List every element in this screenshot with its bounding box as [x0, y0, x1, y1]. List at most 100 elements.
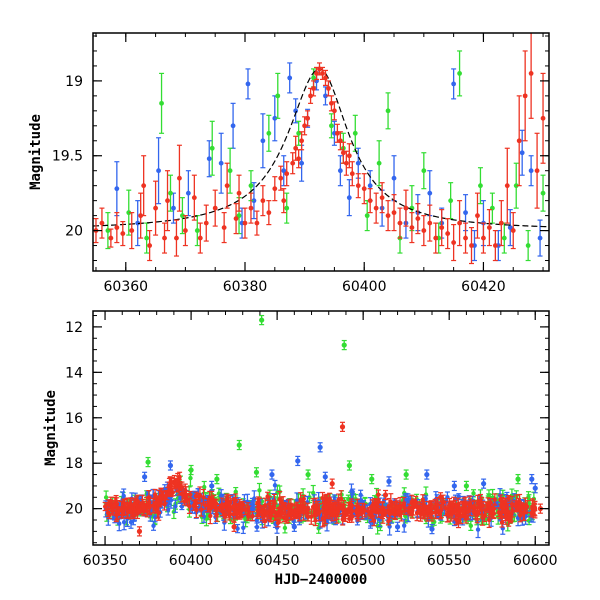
data-point: [251, 198, 257, 204]
data-point: [218, 160, 224, 166]
band-point: [222, 520, 227, 525]
data-point: [108, 235, 114, 241]
band-point: [358, 492, 363, 498]
band-point: [152, 515, 158, 520]
band-point: [429, 510, 435, 516]
outlier-point: [463, 483, 470, 489]
y-tick-label: 20: [65, 224, 83, 240]
x-tick-label: 60360: [104, 279, 149, 295]
data-point: [346, 195, 352, 201]
data-point: [126, 210, 132, 216]
data-point: [138, 213, 144, 219]
data-point: [343, 160, 349, 166]
band-point: [311, 490, 316, 496]
data-point: [296, 156, 302, 162]
data-point: [159, 100, 164, 106]
top-series-1: [105, 50, 546, 262]
band-point: [201, 495, 206, 500]
outlier-point: [295, 458, 301, 464]
data-point: [308, 93, 313, 99]
band-point: [177, 474, 182, 480]
data-point: [415, 216, 421, 222]
outlier-point: [369, 476, 375, 482]
band-point: [397, 509, 402, 514]
data-point: [266, 210, 272, 216]
data-point: [236, 190, 242, 196]
data-point: [120, 231, 126, 236]
band-point: [475, 527, 481, 532]
data-point: [293, 108, 299, 114]
band-point: [203, 503, 208, 508]
data-point: [355, 183, 361, 189]
outlier-point: [291, 524, 297, 530]
band-point: [275, 520, 281, 526]
data-point: [278, 175, 284, 181]
data-point: [260, 198, 266, 204]
data-point: [463, 235, 468, 241]
band-point: [227, 509, 232, 515]
top-panel: 60360 60380 60400 60420 19 19.5 20 Magnitude: [28, 32, 550, 295]
data-point: [174, 235, 179, 241]
data-point: [513, 183, 519, 189]
data-point: [492, 243, 498, 248]
data-point: [236, 213, 242, 219]
data-point: [254, 220, 260, 226]
band-point: [208, 513, 213, 519]
data-point: [168, 190, 173, 196]
outlier-point: [209, 483, 215, 489]
band-point: [272, 483, 278, 488]
data-point: [525, 243, 531, 248]
data-point: [337, 168, 343, 174]
outlier-point: [515, 476, 521, 482]
data-point: [332, 108, 337, 114]
band-point: [103, 495, 109, 500]
band-point: [254, 517, 259, 523]
data-point: [290, 160, 296, 166]
data-point: [522, 93, 528, 99]
data-point: [323, 93, 328, 99]
data-point: [144, 235, 150, 241]
data-point: [141, 183, 147, 189]
data-point: [528, 71, 534, 76]
band-point: [349, 503, 354, 508]
data-point: [135, 220, 141, 226]
band-point: [241, 525, 246, 530]
data-point: [361, 186, 367, 192]
data-point: [114, 186, 120, 192]
band-point: [201, 514, 207, 519]
band-point: [187, 504, 192, 509]
data-point: [385, 213, 391, 219]
data-point: [397, 220, 403, 226]
outlier-point: [481, 481, 487, 487]
band-point: [170, 490, 175, 495]
data-point: [197, 235, 203, 241]
band-point: [162, 502, 167, 507]
outlier-point: [403, 471, 409, 478]
band-point: [146, 495, 152, 500]
data-point: [284, 171, 290, 177]
top-series-2: [93, 33, 546, 265]
band-point: [183, 488, 188, 493]
band-point: [506, 496, 511, 501]
band-point: [463, 514, 468, 519]
band-point: [257, 488, 262, 493]
data-point: [498, 220, 504, 226]
data-point: [421, 168, 427, 174]
band-point: [136, 508, 141, 514]
band-point: [346, 496, 351, 502]
band-point: [128, 519, 134, 525]
band-point: [349, 489, 354, 494]
band-point: [196, 494, 201, 499]
data-point: [346, 153, 352, 159]
data-point: [433, 235, 439, 241]
data-point: [182, 228, 188, 233]
band-point: [219, 502, 225, 508]
data-point: [162, 235, 167, 241]
data-point: [224, 183, 230, 189]
outlier-point: [145, 459, 151, 465]
data-point: [323, 75, 328, 81]
data-point: [463, 210, 468, 216]
data-point: [311, 85, 316, 91]
data-point: [367, 183, 373, 189]
